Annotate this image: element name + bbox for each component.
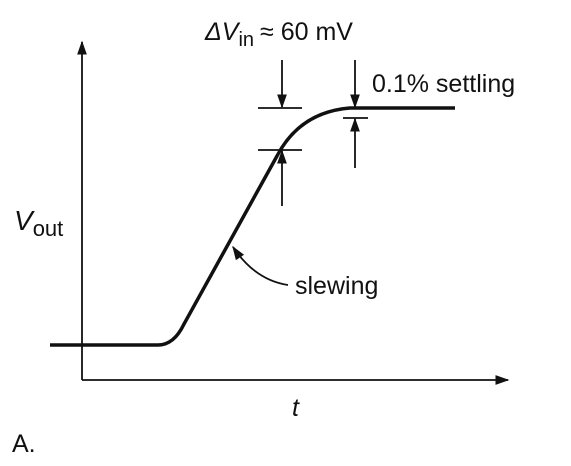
subscript: out [33, 216, 64, 241]
slewing-label: slewing [295, 272, 378, 300]
value-text: ≈ 60 mV [260, 18, 353, 46]
response-curve [50, 106, 455, 347]
symbol: ΔV [204, 18, 241, 46]
settling-label: 0.1% settling [372, 70, 515, 98]
pointer-arrow [232, 245, 289, 286]
x-axis-label: t [292, 394, 300, 422]
panel-label: A. [12, 430, 36, 458]
subscript: in [238, 29, 254, 51]
input-step-label: ΔVin ≈ 60 mV [204, 18, 353, 51]
symbol: V [14, 205, 35, 236]
y-axis-label: Vout [14, 205, 63, 241]
